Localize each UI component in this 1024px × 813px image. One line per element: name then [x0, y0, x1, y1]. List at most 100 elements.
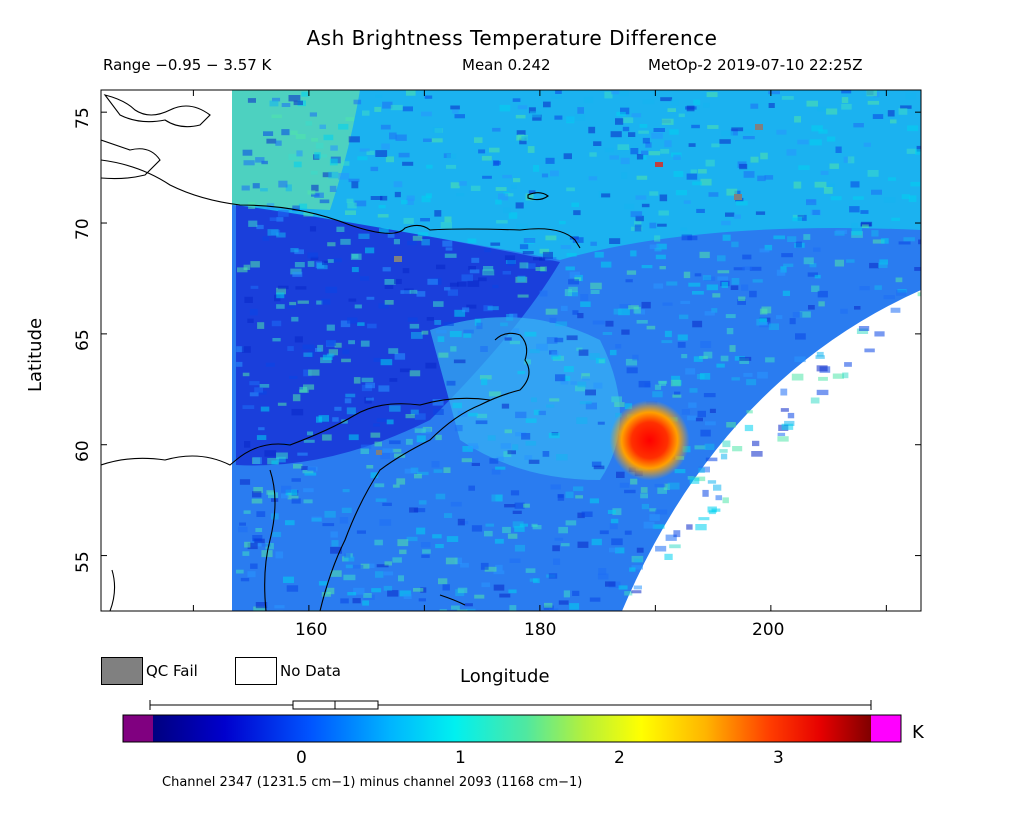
swath-pixel	[589, 152, 597, 157]
coastline-sakhalin	[109, 569, 116, 611]
swath-pixel	[918, 239, 921, 245]
colorbar-unit: K	[912, 722, 924, 743]
swath-pixel	[688, 402, 697, 408]
swath-pixel	[915, 149, 921, 155]
swath-pixel	[482, 175, 492, 179]
swath-pixel	[589, 597, 601, 602]
swath-pixel	[504, 255, 516, 261]
swath-pixel	[512, 510, 522, 514]
swath-pixel	[374, 441, 382, 447]
swath-pixel	[395, 134, 407, 141]
qc-fail-pixel	[755, 124, 763, 130]
swath-pixel	[396, 478, 406, 485]
swath-pixel	[414, 473, 422, 479]
swath-pixel	[438, 352, 449, 358]
swath-pixel	[414, 428, 426, 433]
swath-pixel	[732, 446, 743, 452]
swath-pixel	[293, 100, 303, 106]
swath-pixel	[262, 543, 271, 547]
swath-pixel	[536, 343, 548, 351]
swath-pixel	[330, 570, 342, 577]
lon-tick-label: 160	[295, 620, 328, 640]
swath-pixel	[450, 346, 457, 352]
swath-pixel	[567, 291, 578, 297]
swath-pixel	[445, 557, 458, 565]
swath-pixel	[422, 549, 431, 554]
swath-pixel	[379, 519, 392, 526]
swath-pixel	[780, 388, 788, 396]
swath-pixel	[655, 509, 668, 515]
swath-pixel	[874, 331, 885, 337]
swath-pixel	[782, 290, 790, 296]
swath-pixel	[370, 472, 379, 479]
colorbar-tick-label: 2	[614, 748, 625, 768]
swath-pixel	[705, 457, 718, 462]
swath-pixel	[344, 553, 351, 558]
swath-pixel	[433, 408, 444, 415]
swath-pixel	[568, 286, 578, 293]
swath-pixel	[406, 195, 415, 201]
swath-pixel	[641, 203, 650, 208]
swath-pixel	[615, 118, 624, 125]
swath-pixel	[699, 251, 710, 259]
swath-pixel	[302, 344, 315, 350]
swath-pixel	[447, 289, 458, 296]
swath-pixel	[366, 150, 375, 155]
swath-pixel	[406, 198, 414, 205]
swath-pixel	[538, 410, 546, 416]
swath-pixel	[514, 526, 525, 532]
swath-pixel	[629, 567, 636, 572]
swath-pixel	[416, 435, 426, 443]
y-axis-label: Latitude	[25, 317, 46, 392]
swath-pixel	[384, 285, 394, 289]
swath-pixel	[683, 200, 691, 204]
swath-pixel	[765, 357, 775, 363]
swath-pixel	[420, 218, 430, 222]
swath-pixel	[380, 359, 393, 366]
swath-pixel	[850, 181, 860, 188]
swath-pixel	[717, 276, 729, 281]
swath-pixel	[797, 139, 809, 145]
swath-pixel	[384, 300, 394, 305]
swath-pixel	[545, 308, 558, 315]
swath-pixel	[294, 249, 304, 255]
swath-pixel	[449, 282, 459, 287]
swath-pixel	[591, 538, 602, 546]
swath-pixel	[283, 576, 294, 583]
swath-pixel	[535, 267, 545, 271]
swath-pixel	[591, 461, 602, 467]
swath-pixel	[431, 461, 440, 468]
swath-pixel	[890, 119, 897, 124]
swath-pixel	[640, 487, 648, 493]
swath-pixel	[287, 492, 299, 500]
swath-pixel	[502, 174, 512, 179]
swath-pixel	[693, 356, 703, 362]
swath-pixel	[634, 224, 642, 232]
swath-pixel	[382, 448, 394, 453]
swath-pixel	[641, 301, 651, 309]
swath-pixel	[613, 308, 622, 315]
swath-pixel	[849, 206, 860, 213]
swath-pixel	[480, 346, 488, 352]
swath-pixel	[286, 585, 299, 592]
swath-pixel	[281, 493, 290, 499]
swath-pixel	[810, 209, 821, 216]
swath-pixel	[550, 170, 559, 177]
swath-pixel	[638, 380, 651, 388]
swath-pixel	[631, 565, 643, 570]
swath-pixel	[674, 391, 681, 396]
swath-pixel	[490, 242, 501, 246]
swath-pixel	[481, 378, 488, 386]
swath-pixel	[421, 330, 429, 335]
coastline-islands-north	[103, 94, 211, 128]
swath-pixel	[726, 328, 734, 335]
swath-pixel	[236, 569, 244, 574]
swath-pixel	[454, 425, 463, 432]
swath-pixel	[575, 385, 586, 392]
swath-pixel	[451, 605, 460, 610]
swath-pixel	[509, 313, 518, 318]
swath-pixel	[577, 107, 584, 114]
swath-pixel	[895, 277, 903, 283]
swath-pixel	[713, 484, 722, 491]
swath-pixel	[750, 103, 759, 109]
